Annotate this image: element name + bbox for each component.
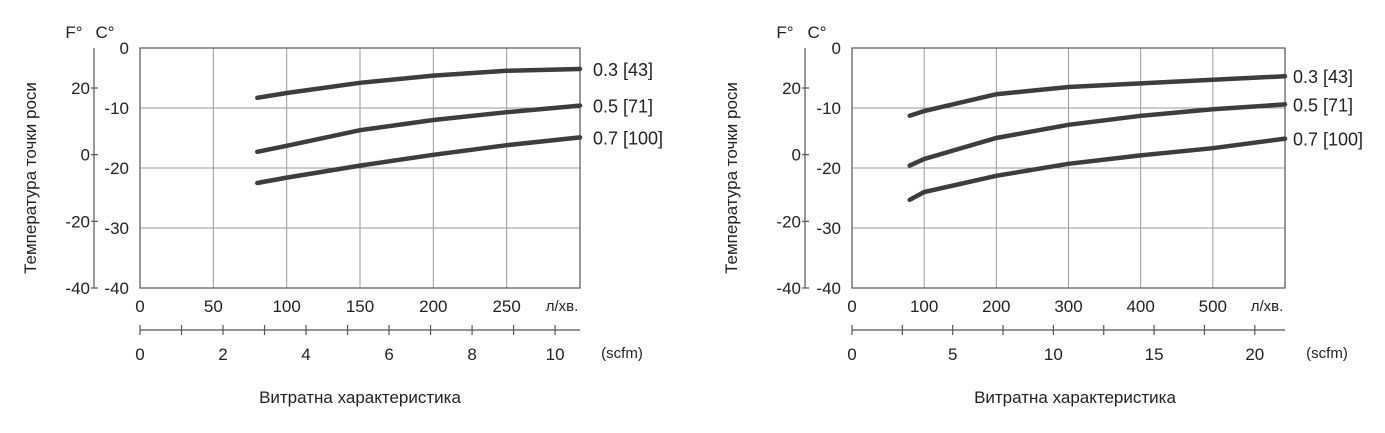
scfm-unit-label: (scfm) [601,345,643,362]
scfm-tick-label: 15 [1145,345,1164,364]
x-tick-label: 300 [1054,297,1082,316]
fahrenheit-tick-label: 0 [81,146,90,165]
series-label: 0.3 [43] [1293,67,1353,87]
plot-frame [139,47,581,289]
y-axis-title: Температура точки роси [21,82,40,274]
series-line-3 [907,136,1288,203]
celsius-tick-label: -40 [816,279,841,298]
grid [852,48,1285,288]
fahrenheit-tick-label: -20 [776,212,801,231]
celsius-tick-label: -20 [104,159,129,178]
celsius-unit: C° [95,23,114,42]
flow-unit-label: л/хв. [1251,298,1284,315]
celsius-tick-label: -10 [816,99,841,118]
scfm-tick-label: 2 [218,345,227,364]
fahrenheit-tick-label: -20 [65,212,90,231]
celsius-tick-label: -40 [104,279,129,298]
celsius-tick-label: -30 [816,219,841,238]
fahrenheit-unit: F° [776,23,793,42]
series-label: 0.7 [100] [1293,130,1363,150]
celsius-tick-label: -10 [104,99,129,118]
scfm-unit-label: (scfm) [1306,345,1348,362]
scfm-tick-label: 10 [1044,345,1063,364]
x-axis-title: Витратна характеристика [259,388,461,407]
series-label: 0.3 [43] [593,60,653,80]
x-tick-label: 150 [346,297,374,316]
x-tick-label: 0 [135,297,144,316]
series-line-3 [255,135,583,186]
scfm-tick-label: 5 [948,345,957,364]
fahrenheit-tick-label: 0 [792,146,801,165]
y-axis-title: Температура точки роси [722,82,741,274]
x-tick-label: 400 [1126,297,1154,316]
fahrenheit-unit: F° [65,23,82,42]
x-tick-label: 200 [982,297,1010,316]
x-tick-label: 0 [847,297,856,316]
x-tick-label: 200 [419,297,447,316]
scfm-tick-label: 6 [384,345,393,364]
scfm-tick-label: 0 [847,345,856,364]
series-label: 0.5 [71] [593,97,653,117]
series-line-2 [907,102,1288,168]
fahrenheit-tick-label: -40 [776,279,801,298]
grid [140,48,580,288]
celsius-tick-label: -30 [104,219,129,238]
series-label: 0.7 [100] [593,128,663,148]
celsius-unit: C° [807,23,826,42]
x-axis-title: Витратна характеристика [974,388,1176,407]
x-tick-label: 50 [204,297,223,316]
series-line-1 [907,73,1288,119]
fahrenheit-tick-label: -40 [65,279,90,298]
x-tick-label: 250 [492,297,520,316]
fahrenheit-tick-label: 20 [782,79,801,98]
scfm-tick-label: 4 [301,345,310,364]
x-tick-label: 100 [272,297,300,316]
scfm-tick-label: 0 [135,345,144,364]
celsius-tick-label: -20 [816,159,841,178]
series-line-2 [255,103,583,155]
scfm-tick-label: 8 [467,345,476,364]
celsius-tick-label: 0 [832,39,841,58]
fahrenheit-tick-label: 20 [71,79,90,98]
series-line-1 [255,66,583,101]
series-label: 0.5 [71] [1293,95,1353,115]
flow-unit-label: л/хв. [546,298,579,315]
celsius-tick-label: 0 [120,39,129,58]
x-tick-label: 100 [910,297,938,316]
x-tick-label: 500 [1199,297,1227,316]
scfm-tick-label: 10 [546,345,565,364]
scfm-tick-label: 20 [1245,345,1264,364]
plot-frame [851,47,1286,289]
